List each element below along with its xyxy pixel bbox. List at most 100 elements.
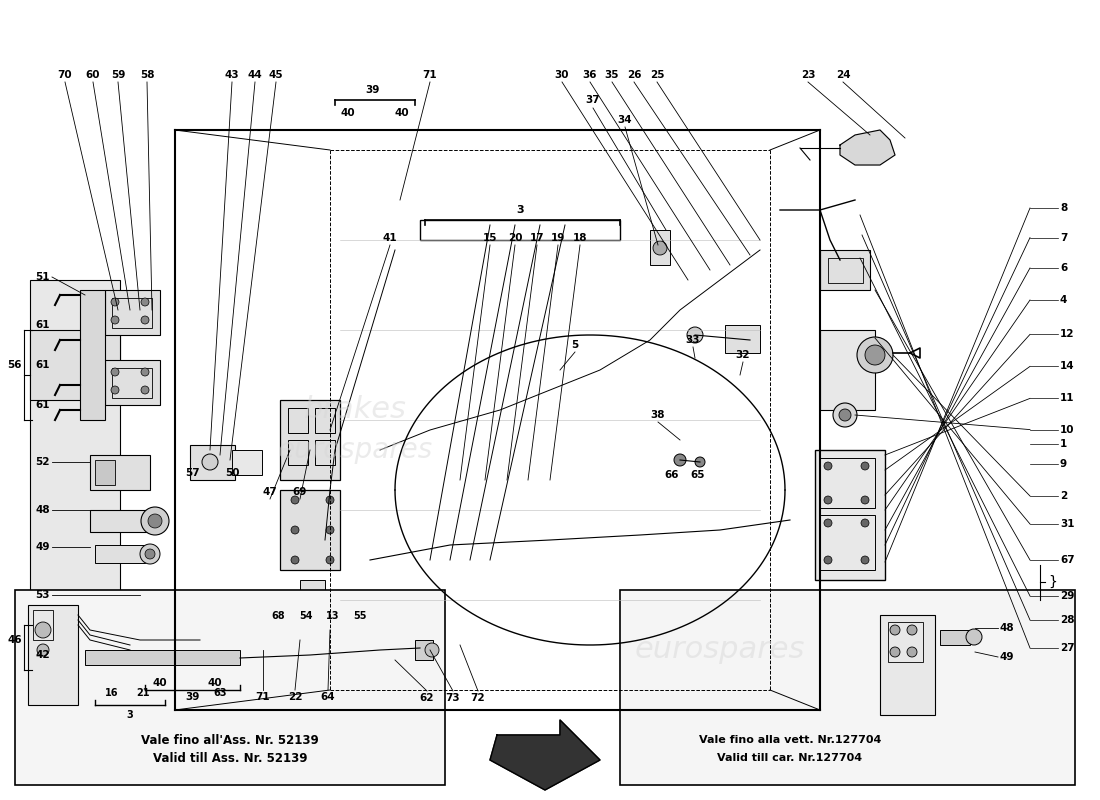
Text: 50: 50 — [224, 468, 240, 478]
Text: 54: 54 — [299, 611, 312, 621]
Bar — [815, 450, 886, 580]
Text: 57: 57 — [186, 468, 200, 478]
Text: Vale fino alla vett. Nr.127704: Vale fino alla vett. Nr.127704 — [698, 735, 881, 745]
Bar — [280, 400, 340, 480]
Text: 37: 37 — [585, 95, 601, 105]
Text: 29: 29 — [1060, 591, 1075, 601]
Text: 39: 39 — [366, 85, 381, 95]
Circle shape — [326, 556, 334, 564]
Circle shape — [695, 457, 705, 467]
Circle shape — [35, 622, 51, 638]
Bar — [33, 610, 53, 640]
Bar — [80, 290, 104, 420]
Text: 22: 22 — [288, 692, 302, 702]
Bar — [315, 408, 336, 433]
Text: 63: 63 — [213, 688, 227, 698]
Text: 64: 64 — [321, 692, 336, 702]
Circle shape — [908, 647, 917, 657]
Text: 40: 40 — [208, 678, 222, 688]
Bar — [112, 368, 152, 398]
Text: 34: 34 — [618, 115, 632, 125]
Bar — [190, 445, 235, 480]
Bar — [288, 408, 308, 433]
Bar — [90, 510, 155, 532]
Bar — [15, 590, 446, 785]
Bar — [725, 325, 760, 353]
Circle shape — [145, 549, 155, 559]
Circle shape — [111, 298, 119, 306]
Bar — [940, 630, 970, 645]
Bar — [828, 258, 864, 283]
Circle shape — [688, 327, 703, 343]
Text: 71: 71 — [255, 692, 271, 702]
Text: 43: 43 — [224, 70, 240, 80]
Text: 1: 1 — [1060, 439, 1067, 449]
Text: 46: 46 — [8, 635, 22, 645]
Text: 38: 38 — [651, 410, 666, 420]
Text: 6: 6 — [1060, 263, 1067, 273]
Text: 62: 62 — [420, 693, 434, 703]
Text: 61: 61 — [35, 320, 50, 330]
Text: 26: 26 — [627, 70, 641, 80]
Circle shape — [292, 556, 299, 564]
Text: 53: 53 — [35, 590, 50, 600]
Text: }: } — [1048, 575, 1057, 589]
Circle shape — [839, 409, 851, 421]
Text: 23: 23 — [801, 70, 815, 80]
Text: 21: 21 — [136, 688, 150, 698]
Text: eurospares: eurospares — [635, 635, 805, 665]
Circle shape — [326, 526, 334, 534]
Text: eurospares: eurospares — [277, 436, 432, 464]
Text: 49: 49 — [35, 542, 50, 552]
Circle shape — [861, 496, 869, 504]
Text: 67: 67 — [1060, 555, 1075, 565]
Text: 35: 35 — [605, 70, 619, 80]
Text: 18: 18 — [573, 233, 587, 243]
Text: 25: 25 — [650, 70, 664, 80]
Text: 58: 58 — [140, 70, 154, 80]
Bar — [30, 330, 120, 400]
Bar — [880, 615, 935, 715]
Circle shape — [824, 462, 832, 470]
Circle shape — [141, 507, 169, 535]
Bar — [85, 650, 240, 665]
Circle shape — [141, 298, 149, 306]
Text: 70: 70 — [57, 70, 73, 80]
Bar — [90, 455, 150, 490]
Polygon shape — [490, 720, 600, 790]
Text: 15: 15 — [483, 233, 497, 243]
Text: 7: 7 — [1060, 233, 1067, 242]
Bar — [30, 280, 120, 620]
Bar — [820, 330, 874, 410]
Bar — [112, 298, 152, 328]
Bar — [315, 440, 336, 465]
Circle shape — [111, 316, 119, 324]
Circle shape — [861, 462, 869, 470]
Bar — [232, 450, 262, 475]
Text: 40: 40 — [153, 678, 167, 688]
Text: 73: 73 — [446, 693, 460, 703]
Circle shape — [865, 345, 886, 365]
Bar — [280, 490, 340, 570]
Text: 69: 69 — [293, 487, 307, 497]
Bar — [420, 220, 620, 240]
Circle shape — [141, 368, 149, 376]
Circle shape — [140, 544, 159, 564]
Text: 12: 12 — [1060, 330, 1075, 339]
Text: 41: 41 — [383, 233, 397, 243]
Text: 32: 32 — [736, 350, 750, 360]
Bar — [95, 545, 145, 563]
Text: 4: 4 — [1060, 295, 1067, 305]
Text: 9: 9 — [1060, 459, 1067, 469]
Circle shape — [861, 556, 869, 564]
Bar — [820, 250, 870, 290]
Bar — [300, 640, 324, 658]
Circle shape — [141, 386, 149, 394]
Text: 42: 42 — [35, 650, 50, 660]
Bar — [300, 610, 324, 628]
Circle shape — [37, 644, 50, 656]
Text: 30: 30 — [554, 70, 570, 80]
Text: 14: 14 — [1060, 362, 1075, 371]
Text: 39: 39 — [186, 692, 200, 702]
Circle shape — [141, 316, 149, 324]
